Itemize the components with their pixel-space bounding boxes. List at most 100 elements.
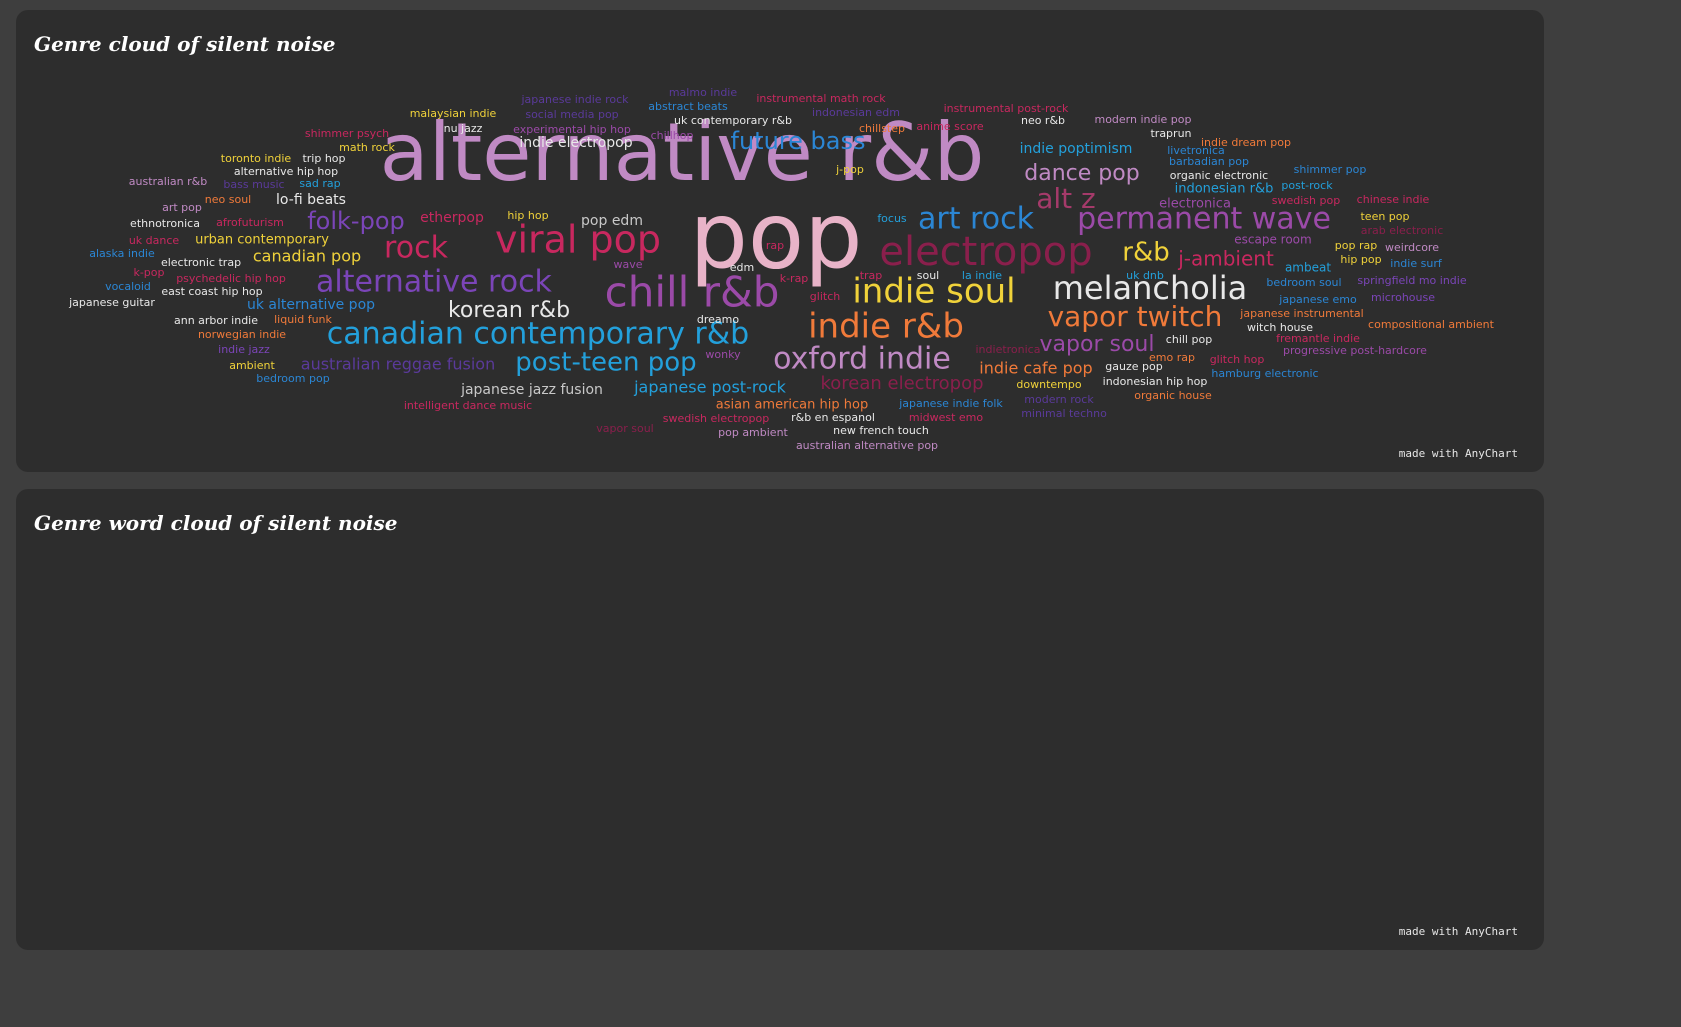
word-midwest-emo[interactable]: midwest emo: [909, 411, 984, 424]
word-vapor-soul[interactable]: vapor soul: [1040, 332, 1155, 357]
word-hip-pop[interactable]: hip pop: [1340, 253, 1381, 266]
word-escape-room[interactable]: escape room: [1234, 233, 1311, 247]
word-electronica[interactable]: electronica: [1159, 197, 1231, 212]
word-abstract-beats[interactable]: abstract beats: [648, 100, 728, 113]
word-pop-edm[interactable]: pop edm: [581, 213, 643, 229]
word-viral-pop[interactable]: viral pop: [495, 218, 661, 262]
word-indie-cafe-pop[interactable]: indie cafe pop: [979, 359, 1092, 378]
word-chillstep[interactable]: chillstep: [859, 122, 905, 135]
word-nu-jazz[interactable]: nu jazz: [444, 122, 483, 135]
word-swedish-electropop[interactable]: swedish electropop: [663, 412, 769, 425]
word-alternative-r-b[interactable]: alternative r&b: [380, 106, 985, 199]
word-hip-hop[interactable]: hip hop: [507, 209, 548, 222]
word-minimal-techno[interactable]: minimal techno: [1021, 407, 1107, 420]
word-canadian-pop[interactable]: canadian pop: [253, 247, 361, 266]
word-korean-r-b[interactable]: korean r&b: [448, 298, 570, 323]
word-microhouse[interactable]: microhouse: [1371, 291, 1435, 304]
word-glitch[interactable]: glitch: [810, 290, 840, 303]
word-alt-z[interactable]: alt z: [1036, 182, 1096, 215]
word-art-rock[interactable]: art rock: [918, 202, 1035, 237]
anychart-credit[interactable]: made with AnyChart: [1398, 447, 1518, 460]
word-chillhop[interactable]: chillhop: [651, 129, 694, 142]
word-math-rock[interactable]: math rock: [339, 141, 395, 154]
word-soul[interactable]: soul: [917, 269, 940, 282]
word-traprun[interactable]: traprun: [1150, 127, 1191, 140]
word-edm[interactable]: edm: [730, 261, 754, 274]
word-neo-r-b[interactable]: neo r&b: [1021, 114, 1065, 127]
word-intelligent-dance-music[interactable]: intelligent dance music: [404, 399, 532, 412]
word-permanent-wave[interactable]: permanent wave: [1077, 202, 1331, 237]
word-chill-r-b[interactable]: chill r&b: [605, 268, 780, 317]
word-anime-score[interactable]: anime score: [916, 120, 984, 133]
word-weirdcore[interactable]: weirdcore: [1385, 241, 1439, 254]
word-urban-contemporary[interactable]: urban contemporary: [195, 233, 329, 248]
word-organic-electronic[interactable]: organic electronic: [1170, 169, 1268, 182]
word-japanese-emo[interactable]: japanese emo: [1278, 293, 1357, 306]
word-japanese-indie-rock[interactable]: japanese indie rock: [520, 93, 629, 106]
word-wonky[interactable]: wonky: [705, 348, 741, 361]
word-japanese-guitar[interactable]: japanese guitar: [68, 296, 155, 309]
word-chill-pop[interactable]: chill pop: [1166, 333, 1212, 346]
word-japanese-indie-folk[interactable]: japanese indie folk: [898, 397, 1003, 410]
word-experimental-hip-hop[interactable]: experimental hip hop: [513, 123, 631, 136]
word-barbadian-pop[interactable]: barbadian pop: [1169, 155, 1249, 168]
word-folk-pop[interactable]: folk-pop: [307, 207, 405, 235]
word-instrumental-math-rock[interactable]: instrumental math rock: [756, 92, 886, 105]
word-electropop[interactable]: electropop: [879, 229, 1092, 275]
word-shimmer-pop[interactable]: shimmer pop: [1294, 163, 1367, 176]
word-art-pop[interactable]: art pop: [162, 201, 202, 214]
word-k-rap[interactable]: k-rap: [780, 272, 809, 285]
word-glitch-hop[interactable]: glitch hop: [1210, 353, 1265, 366]
word-rock[interactable]: rock: [384, 231, 449, 266]
word-wave[interactable]: wave: [613, 258, 642, 271]
word-j-pop[interactable]: j-pop: [835, 163, 864, 176]
word-fremantle-indie[interactable]: fremantle indie: [1276, 332, 1360, 345]
anychart-credit[interactable]: made with AnyChart: [1398, 925, 1518, 938]
word-liquid-funk[interactable]: liquid funk: [274, 313, 332, 326]
word-downtempo[interactable]: downtempo: [1016, 378, 1081, 391]
word-bass-music[interactable]: bass music: [223, 178, 284, 191]
word-malaysian-indie[interactable]: malaysian indie: [410, 107, 497, 120]
word-canadian-contemporary-r-b[interactable]: canadian contemporary r&b: [327, 317, 749, 352]
word-dreamo[interactable]: dreamo: [697, 313, 739, 326]
word-ambient[interactable]: ambient: [229, 359, 275, 372]
word-emo-rap[interactable]: emo rap: [1149, 351, 1195, 364]
word-indietronica[interactable]: indietronica: [976, 343, 1041, 356]
word-electronic-trap[interactable]: electronic trap: [161, 256, 241, 269]
word-instrumental-post-rock[interactable]: instrumental post-rock: [944, 102, 1069, 115]
word-organic-house[interactable]: organic house: [1134, 389, 1212, 402]
word-lo-fi-beats[interactable]: lo-fi beats: [276, 192, 346, 208]
word-korean-electropop[interactable]: korean electropop: [820, 373, 983, 394]
word-australian-reggae-fusion[interactable]: australian reggae fusion: [301, 355, 495, 374]
word-bedroom-soul[interactable]: bedroom soul: [1266, 276, 1341, 289]
word-progressive-post-hardcore[interactable]: progressive post-hardcore: [1283, 344, 1427, 357]
word-neo-soul[interactable]: neo soul: [205, 193, 251, 206]
word-ethnotronica[interactable]: ethnotronica: [130, 217, 200, 230]
word-teen-pop[interactable]: teen pop: [1360, 210, 1409, 223]
word-livetronica[interactable]: livetronica: [1167, 144, 1225, 157]
word-chinese-indie[interactable]: chinese indie: [1357, 193, 1430, 206]
word-norwegian-indie[interactable]: norwegian indie: [198, 328, 286, 341]
word-future-bass[interactable]: future bass: [731, 127, 866, 155]
word-indie-surf[interactable]: indie surf: [1390, 257, 1443, 270]
word-hamburg-electronic[interactable]: hamburg electronic: [1211, 367, 1318, 380]
word-post-teen-pop[interactable]: post-teen pop: [515, 348, 696, 378]
word-asian-american-hip-hop[interactable]: asian american hip hop: [716, 398, 868, 413]
word-springfield-mo-indie[interactable]: springfield mo indie: [1357, 274, 1466, 287]
word-indie-soul[interactable]: indie soul: [852, 272, 1015, 312]
word-trap[interactable]: trap: [860, 269, 883, 282]
word-indie-dream-pop[interactable]: indie dream pop: [1201, 136, 1291, 149]
word-uk-alternative-pop[interactable]: uk alternative pop: [247, 297, 375, 313]
word-vapor-soul[interactable]: vapor soul: [596, 422, 653, 435]
word-indonesian-edm[interactable]: indonesian edm: [812, 106, 900, 119]
word-post-rock[interactable]: post-rock: [1281, 179, 1333, 192]
word-trip-hop[interactable]: trip hop: [302, 152, 345, 165]
word-indonesian-r-b[interactable]: indonesian r&b: [1175, 182, 1274, 197]
word-vapor-twitch[interactable]: vapor twitch: [1048, 300, 1223, 333]
word-vocaloid[interactable]: vocaloid: [105, 280, 151, 293]
word-compositional-ambient[interactable]: compositional ambient: [1368, 318, 1495, 331]
word-indie-r-b[interactable]: indie r&b: [808, 307, 964, 347]
word-japanese-jazz-fusion[interactable]: japanese jazz fusion: [460, 382, 603, 398]
word-japanese-post-rock[interactable]: japanese post-rock: [633, 378, 787, 397]
word-etherpop[interactable]: etherpop: [420, 210, 484, 226]
